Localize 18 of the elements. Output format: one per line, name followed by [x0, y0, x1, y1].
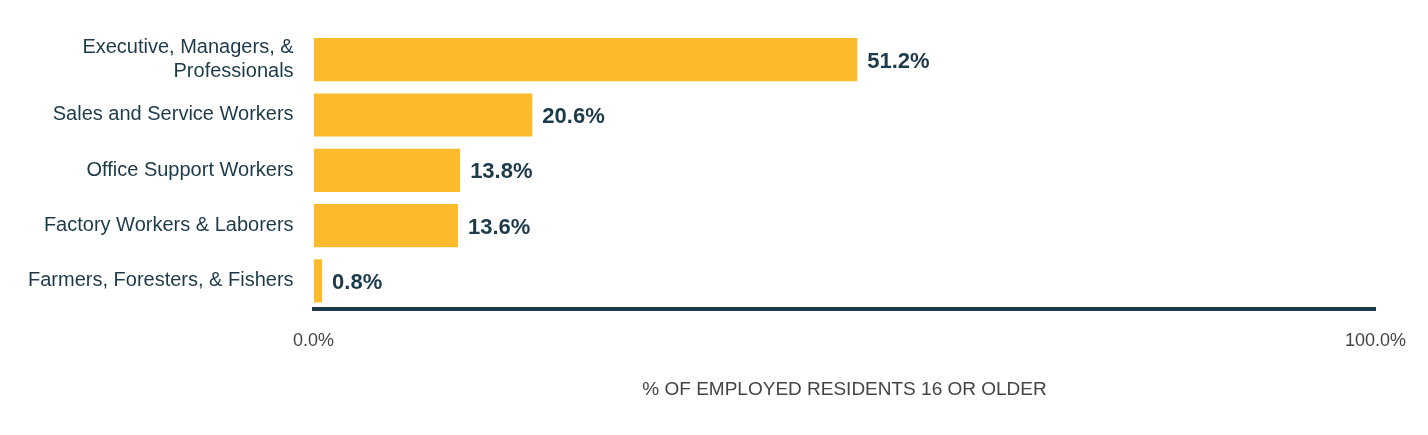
bar	[313, 259, 323, 303]
y-tick-label: Office Support Workers	[86, 157, 294, 180]
data-label: 0.8%	[332, 269, 383, 294]
x-tick-label: 0.0%	[293, 330, 335, 351]
x-tick-label: 100.0%	[1344, 330, 1407, 351]
data-label: 20.6%	[542, 103, 605, 129]
data-label: 51.2%	[867, 47, 930, 73]
y-tick-label: Farmers, Foresters, & Fishers	[27, 268, 294, 291]
bar	[313, 93, 533, 137]
data-label: 13.6%	[468, 213, 531, 239]
y-tick-label: Sales and Service Workers	[52, 102, 294, 125]
bar	[313, 204, 459, 248]
x-axis-title: % OF EMPLOYED RESIDENTS 16 OR OLDER	[642, 377, 1047, 399]
data-label: 13.8%	[470, 158, 533, 184]
y-tick-label: Executive, Managers, & Professionals	[82, 35, 295, 82]
y-tick-label: Factory Workers & Laborers	[43, 213, 294, 236]
bar	[313, 38, 858, 82]
bar	[313, 148, 461, 192]
